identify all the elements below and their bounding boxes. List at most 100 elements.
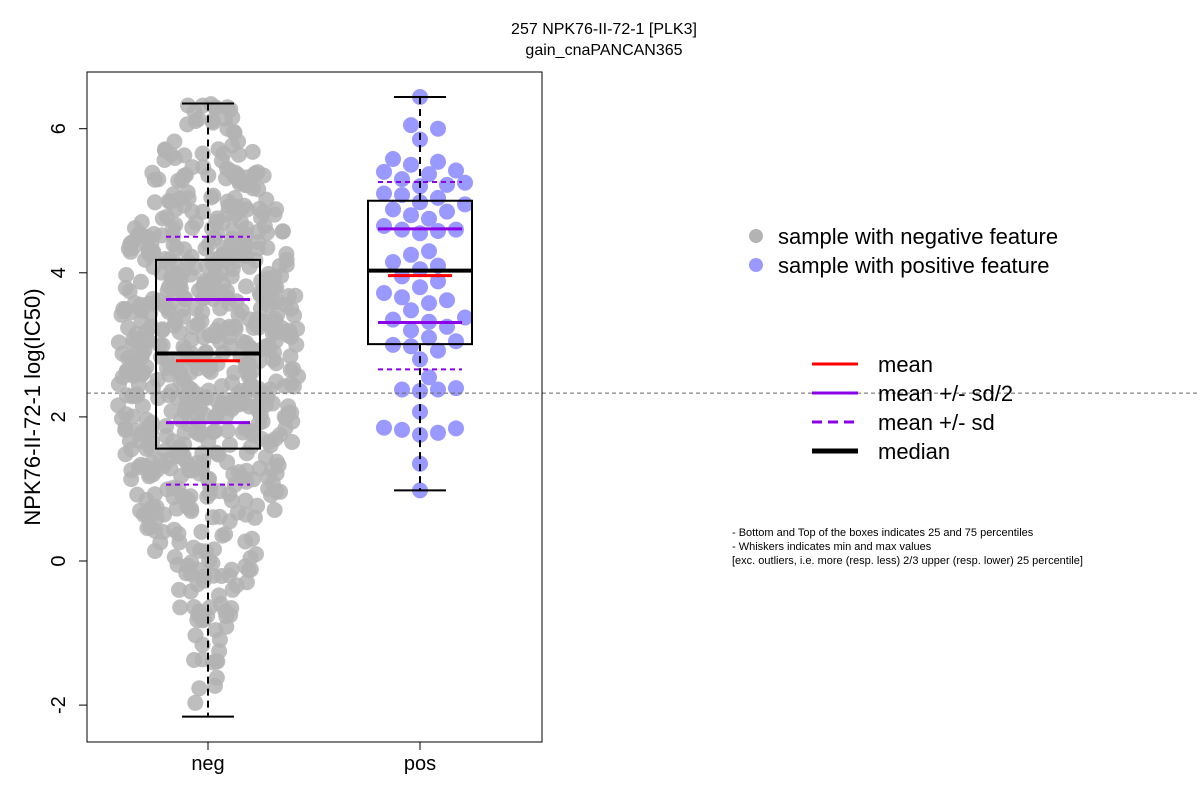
data-point-neg [184, 159, 201, 176]
data-point-neg [250, 319, 267, 336]
data-point-neg [196, 611, 213, 628]
data-point-neg [172, 599, 189, 616]
data-point-pos [448, 162, 464, 179]
data-point-pos [394, 421, 410, 438]
data-point-neg [152, 534, 169, 551]
data-point-neg [217, 526, 234, 543]
data-point-neg [130, 330, 147, 347]
data-point-neg [196, 275, 213, 292]
data-point-neg [183, 500, 200, 517]
data-point-neg [208, 407, 225, 424]
data-point-neg [145, 290, 161, 307]
data-point-pos [385, 311, 401, 328]
data-point-neg [168, 240, 185, 256]
data-point-neg [150, 390, 167, 407]
data-point-neg [237, 506, 254, 523]
chart-subtitle: gain_cnaPANCAN365 [525, 42, 682, 59]
y-tick-label: 0 [48, 555, 70, 566]
data-point-neg [180, 190, 197, 207]
data-point-neg [211, 643, 228, 660]
data-point-neg [149, 462, 165, 478]
data-point-neg [131, 225, 148, 242]
legend-point-label: sample with negative feature [778, 224, 1058, 249]
data-point-neg [261, 341, 278, 358]
legend-points: sample with negative feature sample with … [749, 224, 1058, 278]
data-point-neg [187, 694, 204, 711]
data-point-neg [190, 111, 207, 127]
data-point-neg [171, 581, 187, 598]
data-point-neg [268, 355, 285, 372]
data-point-neg [233, 383, 249, 399]
data-point-neg [272, 483, 289, 500]
data-point-neg [176, 424, 193, 441]
legend-point-label: sample with positive feature [778, 253, 1049, 278]
data-point-pos [421, 295, 437, 312]
data-point-neg [208, 444, 225, 461]
data-point-neg [238, 278, 254, 295]
data-point-neg [240, 355, 257, 372]
chart-title: 257 NPK76-II-72-1 [PLK3] [511, 21, 697, 38]
legend-line-label: mean +/- sd/2 [878, 381, 1013, 406]
data-point-neg [260, 480, 277, 497]
data-point-pos [376, 419, 392, 436]
data-point-neg [201, 552, 218, 569]
data-point-neg [206, 258, 223, 275]
data-point-pos [430, 342, 446, 359]
data-point-neg [221, 318, 238, 335]
data-point-neg [233, 302, 250, 319]
data-point-neg [202, 363, 219, 380]
data-point-neg [207, 322, 224, 339]
data-point-pos [394, 289, 410, 306]
data-point-neg [114, 410, 130, 427]
data-point-neg [183, 248, 200, 265]
data-point-pos [439, 176, 455, 193]
data-point-neg [118, 364, 135, 381]
data-point-neg [176, 147, 193, 164]
data-point-neg [218, 618, 235, 635]
data-point-neg [216, 239, 233, 256]
data-point-neg [166, 521, 183, 538]
data-point-neg [159, 481, 176, 498]
plot-frame [86, 71, 543, 743]
data-point-neg [200, 433, 217, 450]
notes: - Bottom and Top of the boxes indicates … [732, 527, 1083, 567]
data-point-neg [132, 273, 149, 290]
data-point-neg [234, 333, 251, 350]
data-point-neg [224, 137, 241, 154]
data-point-pos [430, 120, 446, 137]
data-point-neg [194, 97, 211, 114]
data-point-pos [412, 403, 428, 420]
data-point-neg [259, 224, 276, 241]
data-point-pos [403, 246, 419, 263]
data-point-neg [176, 262, 193, 278]
data-point-neg [166, 549, 183, 565]
data-point-pos [412, 383, 428, 399]
data-point-pos [457, 174, 473, 191]
data-point-neg [236, 197, 253, 214]
data-point-neg [183, 462, 200, 479]
data-point-neg [246, 379, 263, 396]
data-point-neg [211, 483, 228, 500]
note-line: - Whiskers indicates min and max values [732, 541, 932, 553]
data-point-neg [259, 239, 276, 256]
data-point-neg [176, 289, 193, 306]
data-point-neg [146, 171, 163, 188]
data-point-neg [158, 428, 175, 444]
data-point-neg [201, 470, 218, 487]
data-point-neg [162, 193, 179, 210]
data-point-pos [457, 196, 473, 213]
data-point-neg [251, 460, 268, 477]
data-point-neg [110, 334, 127, 351]
data-point-neg [118, 267, 135, 283]
data-point-pos [385, 151, 401, 167]
x-tick-label: neg [191, 753, 224, 775]
y-axis-label: NPK76-II-72-1 log(IC50) [20, 288, 45, 525]
data-point-neg [181, 379, 198, 396]
data-point-neg [238, 220, 255, 237]
data-point-pos [394, 187, 410, 203]
data-point-neg [193, 523, 210, 540]
data-point-pos [448, 420, 464, 437]
data-point-neg [144, 506, 161, 523]
data-point-neg [290, 368, 307, 385]
